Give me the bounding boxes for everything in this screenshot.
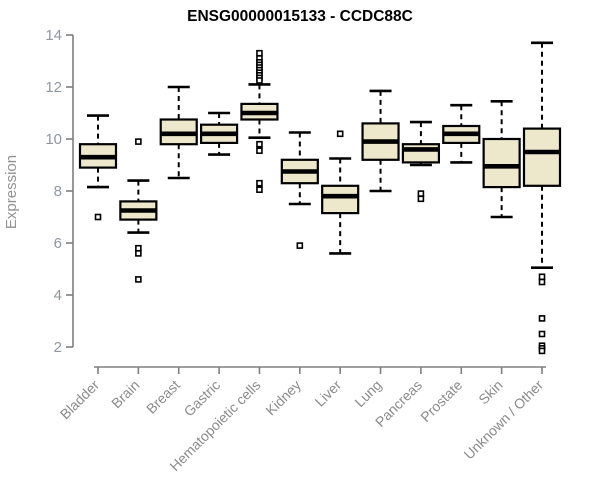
- outlier-point: [94, 213, 102, 221]
- outlier-point: [417, 195, 425, 203]
- y-tick-label: 2: [54, 339, 62, 356]
- x-category-label: Brain: [108, 377, 142, 411]
- box-unknown-other: [522, 41, 562, 355]
- box-pancreas: [401, 120, 441, 203]
- box-breast: [159, 85, 198, 180]
- y-tick-label: 4: [54, 287, 62, 304]
- box-lung: [361, 89, 400, 193]
- outlier-point: [538, 330, 546, 338]
- outlier-point: [538, 347, 546, 355]
- outlier-point: [256, 147, 263, 154]
- box-brain: [119, 138, 158, 283]
- outlier-point: [256, 179, 263, 187]
- iqr-box: [401, 143, 441, 164]
- outlier-point: [256, 77, 263, 84]
- outlier-point: [417, 190, 425, 197]
- outlier-point: [135, 244, 142, 252]
- y-tick-label: 8: [54, 183, 62, 200]
- x-category-label: Prostate: [417, 377, 465, 425]
- chart-title: ENSG00000015133 - CCDC88C: [187, 8, 413, 25]
- x-category-label: Liver: [312, 377, 345, 410]
- outlier-point: [538, 278, 546, 286]
- outlier-point: [135, 250, 142, 257]
- box-kidney: [280, 131, 319, 249]
- iqr-box: [522, 127, 562, 187]
- outlier-point: [135, 276, 142, 283]
- outlier-point: [256, 140, 263, 148]
- box-gastric: [199, 111, 239, 156]
- box-bladder: [78, 114, 118, 221]
- outlier-point: [538, 315, 546, 322]
- x-category-label: Skin: [475, 377, 506, 408]
- box-liver: [321, 130, 360, 255]
- boxes-layer: [78, 41, 562, 355]
- iqr-box: [321, 184, 360, 215]
- box-skin: [482, 100, 521, 219]
- outlier-point: [256, 186, 263, 193]
- outlier-point: [336, 130, 344, 138]
- x-category-label: Bladder: [57, 377, 103, 423]
- y-tick-label: 12: [45, 79, 62, 96]
- box-prostate: [442, 103, 481, 164]
- y-axis-label: Expression: [3, 155, 20, 229]
- x-category-label: Kidney: [262, 377, 304, 419]
- outlier-point: [135, 138, 142, 145]
- outlier-point: [256, 49, 263, 57]
- x-category-label: Lung: [351, 377, 384, 410]
- y-tick-label: 10: [45, 131, 62, 148]
- box-hematopoietic-cells: [240, 49, 279, 193]
- outlier-point: [538, 273, 546, 281]
- y-tick-label: 14: [45, 27, 62, 44]
- x-category-label: Breast: [143, 377, 183, 417]
- y-tick-label: 6: [54, 235, 62, 252]
- outlier-point: [296, 242, 304, 249]
- iqr-box: [482, 137, 521, 189]
